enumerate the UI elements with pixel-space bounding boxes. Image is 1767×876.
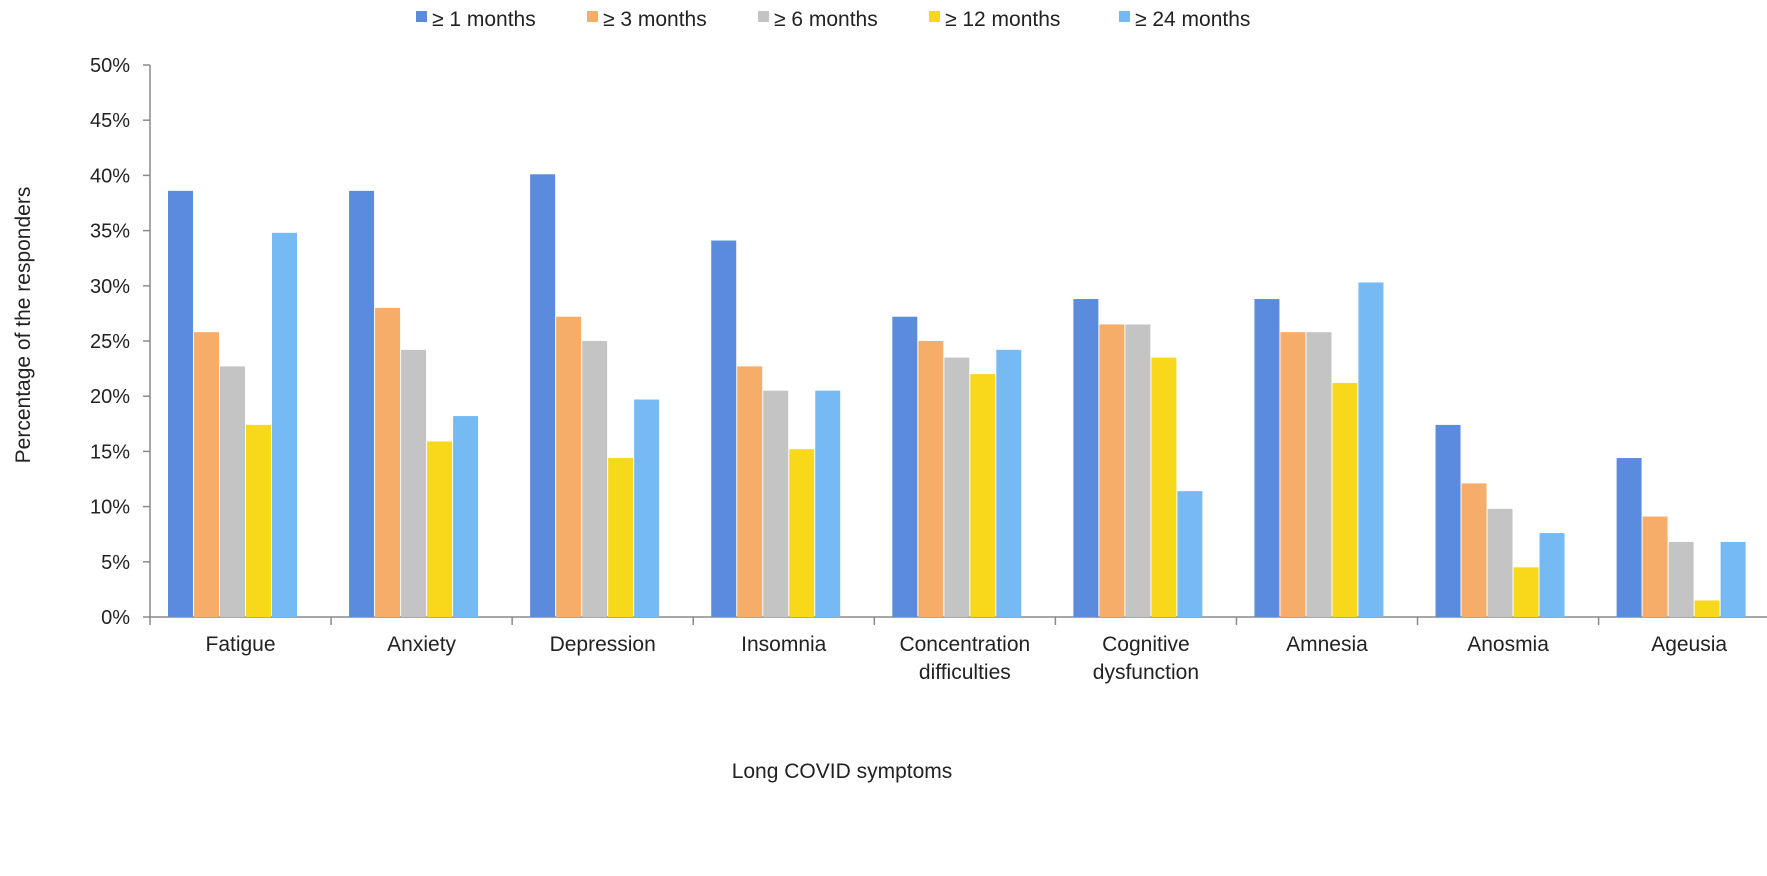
- bar-concentration-difficulties-1: [892, 316, 918, 617]
- y-axis-title: Percentage of the responders: [12, 187, 35, 464]
- bar-ageusia-3: [1668, 541, 1694, 617]
- legend-label: ≥ 1 months: [432, 8, 536, 31]
- bar-cognitive-dysfunction-3: [1125, 324, 1151, 617]
- bar-amnesia-3: [1306, 332, 1332, 617]
- bar-cognitive-dysfunction-5: [1177, 491, 1203, 617]
- x-category-label: Depression: [550, 633, 656, 656]
- bar-fatigue-4: [246, 424, 271, 617]
- bar-anxiety-3: [401, 349, 427, 617]
- y-tick-label: 10%: [90, 497, 130, 519]
- bar-insomnia-5: [815, 390, 841, 617]
- legend-swatch: [929, 11, 940, 22]
- bar-anosmia-2: [1461, 483, 1487, 617]
- bar-anosmia-1: [1435, 424, 1461, 617]
- y-tick-label: 15%: [90, 441, 130, 463]
- bar-fatigue-1: [168, 190, 193, 617]
- bar-depression-1: [530, 174, 556, 617]
- bar-depression-3: [582, 341, 608, 617]
- bar-amnesia-1: [1254, 299, 1280, 617]
- x-category-label: Amnesia: [1286, 633, 1368, 656]
- bar-concentration-difficulties-2: [918, 341, 944, 617]
- x-category-label: Ageusia: [1651, 633, 1727, 656]
- legend-swatch: [416, 11, 427, 22]
- bar-anxiety-1: [349, 190, 375, 617]
- bar-cognitive-dysfunction-1: [1073, 299, 1099, 617]
- x-category-label: Cognitive dysfunction: [1093, 633, 1199, 684]
- bar-depression-2: [556, 316, 582, 617]
- y-tick-label: 30%: [90, 276, 130, 298]
- bar-cognitive-dysfunction-2: [1099, 324, 1125, 617]
- bar-ageusia-5: [1720, 541, 1746, 617]
- legend-label: ≥ 3 months: [603, 8, 707, 31]
- legend-swatch: [758, 11, 769, 22]
- y-tick-label: 50%: [90, 55, 130, 77]
- bar-insomnia-2: [737, 366, 763, 617]
- y-tick-label: 45%: [90, 110, 130, 132]
- bar-amnesia-5: [1358, 282, 1384, 617]
- bar-ageusia-4: [1694, 600, 1720, 617]
- bar-ageusia-2: [1642, 516, 1668, 617]
- x-category-label: Fatigue: [206, 633, 276, 656]
- bar-concentration-difficulties-5: [996, 349, 1022, 617]
- bar-amnesia-4: [1332, 382, 1358, 617]
- bar-fatigue-3: [220, 366, 245, 617]
- bar-amnesia-2: [1280, 332, 1306, 617]
- bars: [168, 174, 1746, 618]
- x-category-label: Anxiety: [387, 633, 456, 656]
- x-category-label: Insomnia: [741, 633, 827, 656]
- legend-label: ≥ 6 months: [774, 8, 878, 31]
- bar-anosmia-4: [1513, 567, 1539, 617]
- bar-concentration-difficulties-3: [944, 357, 970, 617]
- bar-fatigue-2: [194, 332, 219, 617]
- legend-label: ≥ 12 months: [945, 8, 1060, 31]
- legend-swatch: [587, 11, 598, 22]
- legend-swatch: [1119, 11, 1130, 22]
- y-tick-label: 25%: [90, 331, 130, 353]
- bar-anxiety-2: [375, 307, 401, 617]
- bar-cognitive-dysfunction-4: [1151, 357, 1177, 617]
- x-category-label: Concentration difficulties: [899, 633, 1030, 684]
- bar-concentration-difficulties-4: [970, 374, 996, 617]
- bar-anosmia-3: [1487, 508, 1513, 617]
- bar-anxiety-5: [453, 416, 479, 617]
- x-category-label: Anosmia: [1467, 633, 1549, 656]
- bar-anxiety-4: [427, 441, 453, 617]
- x-axis: Fatigue Anxiety Depression Insomnia Concentr…: [149, 616, 1767, 684]
- bar-insomnia-1: [711, 240, 737, 617]
- y-tick-label: 35%: [90, 221, 130, 243]
- legend-label: ≥ 24 months: [1135, 8, 1250, 31]
- y-tick-label: 0%: [101, 607, 130, 629]
- y-tick-label: 20%: [90, 386, 130, 408]
- bar-depression-4: [608, 458, 634, 617]
- y-axis: 0% 5% 10% 15% 20% 25% 30% 35% 40% 45% 50%: [90, 55, 151, 629]
- bar-depression-5: [634, 399, 660, 617]
- bar-ageusia-1: [1616, 458, 1642, 617]
- bar-insomnia-3: [763, 390, 789, 617]
- bar-fatigue-5: [272, 232, 297, 618]
- y-tick-label: 40%: [90, 165, 130, 187]
- y-tick-label: 5%: [101, 552, 130, 574]
- legend: ≥ 1 months ≥ 3 months ≥ 6 months ≥ 12 month…: [416, 8, 1250, 31]
- x-axis-title: Long COVID symptoms: [732, 760, 953, 783]
- bar-insomnia-4: [789, 449, 815, 617]
- bar-anosmia-5: [1539, 533, 1565, 617]
